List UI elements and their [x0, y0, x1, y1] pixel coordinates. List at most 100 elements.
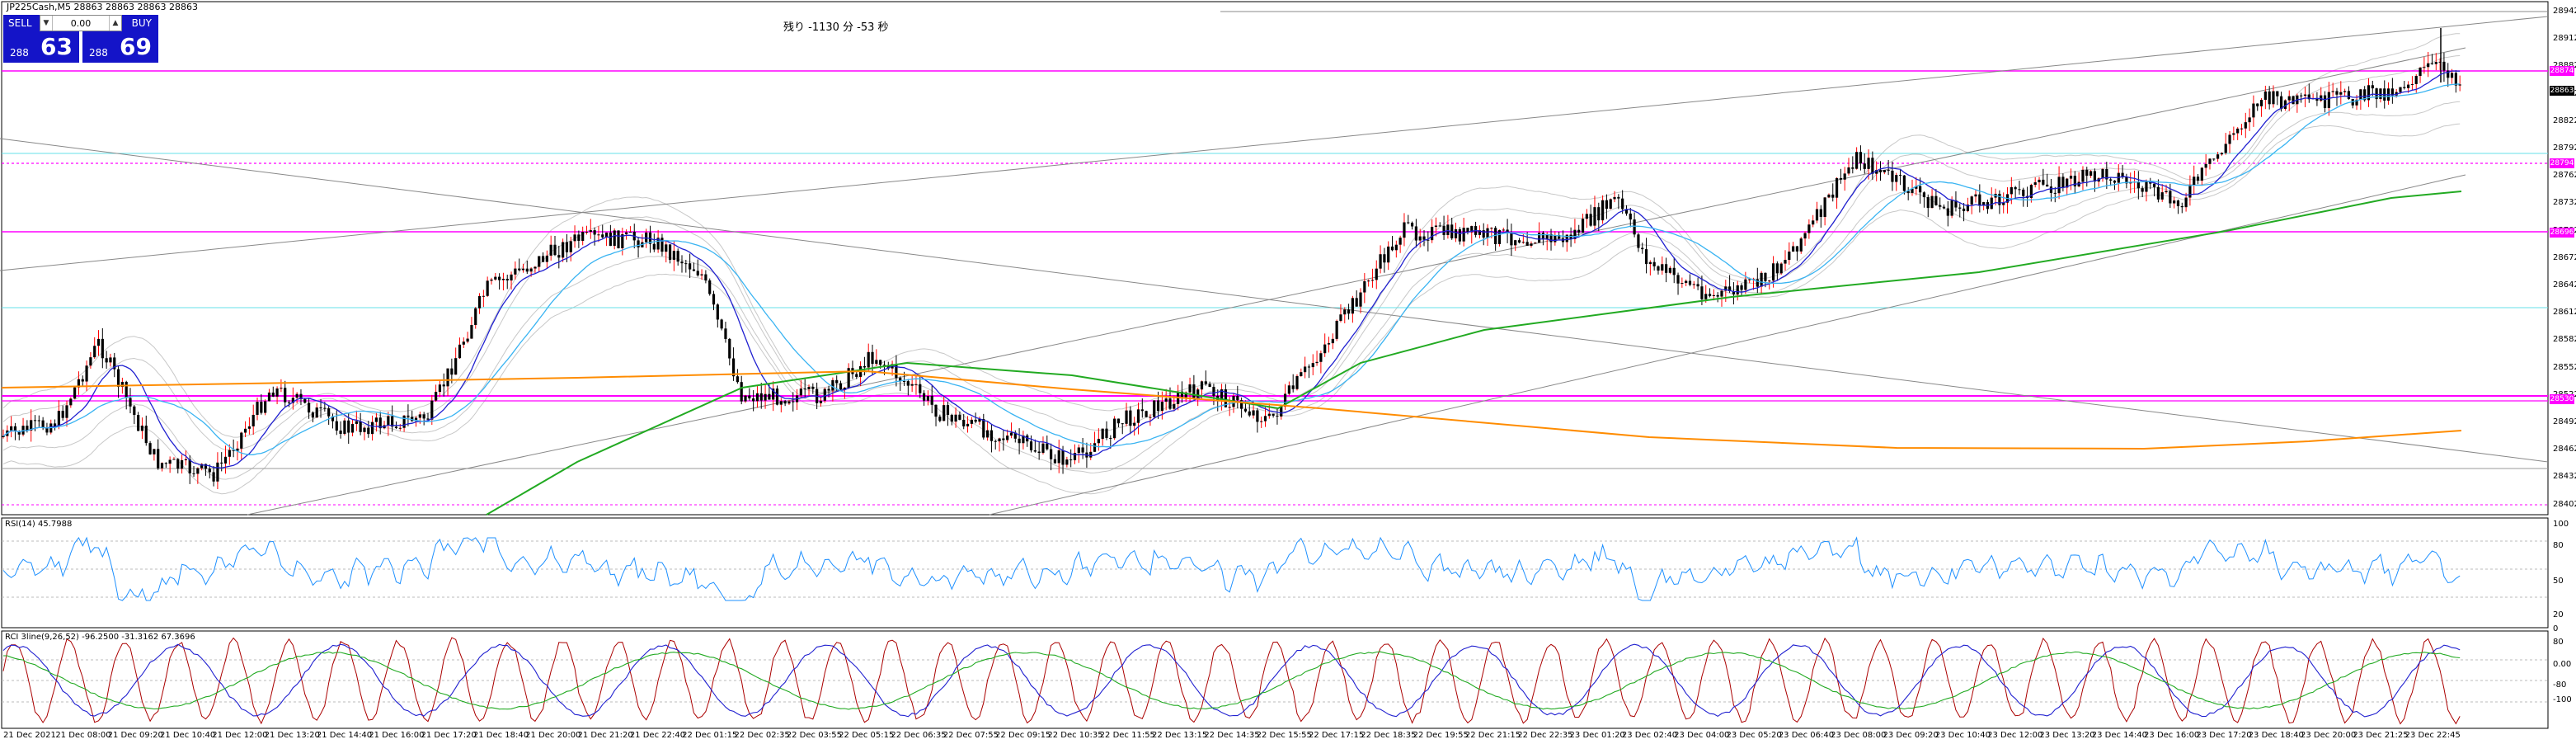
candle-body	[1525, 242, 1529, 246]
time-tick: 21 Dec 08:00	[55, 731, 111, 740]
candle-body	[899, 378, 902, 381]
candle-body	[1681, 283, 1684, 285]
candle-body	[962, 419, 966, 426]
candle-body	[374, 417, 378, 422]
candle-body	[689, 263, 692, 270]
time-tick: 23 Dec 14:40	[2091, 731, 2147, 740]
candle-body	[109, 357, 112, 363]
candle-body	[1105, 428, 1108, 438]
candle-body	[2216, 154, 2220, 159]
candle-body	[133, 406, 136, 416]
candle-body	[879, 360, 882, 365]
candle-body	[1700, 286, 1704, 299]
candle-body	[61, 411, 64, 418]
candle-body	[660, 238, 664, 252]
candle-body	[867, 351, 870, 368]
candle-body	[299, 393, 303, 399]
lot-decrease-icon[interactable]: ▼	[40, 16, 53, 31]
candle-body	[2152, 183, 2156, 187]
candle-body	[1549, 233, 1553, 243]
candle-body	[525, 268, 529, 272]
candle-body	[394, 426, 398, 428]
candle-body	[2371, 85, 2374, 89]
candle-body	[160, 463, 164, 469]
rci-mid-line	[2, 643, 2461, 718]
candle-body	[1609, 199, 1612, 210]
candle-body	[85, 365, 88, 382]
candle-body	[2057, 177, 2061, 194]
candle-body	[2141, 188, 2144, 192]
candle-body	[926, 396, 930, 401]
lot-increase-icon[interactable]: ▲	[109, 16, 121, 31]
rci-indicator	[2, 637, 2461, 725]
candle-body	[2335, 91, 2339, 95]
candle-body	[1140, 409, 1144, 412]
candle-body	[430, 400, 434, 420]
candle-body	[256, 402, 259, 415]
candle-body	[1454, 228, 1458, 238]
candle-body	[799, 388, 802, 396]
line-price-tag: 28696	[2550, 228, 2574, 238]
candle-body	[1521, 242, 1525, 243]
candle-body	[2379, 88, 2382, 100]
candle-body	[1708, 294, 1712, 296]
candle-body	[1029, 441, 1033, 450]
candle-body	[319, 407, 322, 409]
candle-body	[1220, 389, 1224, 401]
candle-body	[339, 431, 342, 434]
candle-body	[1398, 238, 1402, 245]
candle-body	[2113, 180, 2117, 183]
candle-body	[1224, 389, 1227, 407]
candle-body	[1304, 366, 1307, 373]
candle-body	[53, 423, 57, 426]
time-tick: 23 Dec 21:25	[2353, 731, 2409, 740]
candle-body	[1097, 439, 1100, 444]
candle-body	[1510, 232, 1513, 246]
candle-body	[1196, 389, 1200, 399]
lot-size-input[interactable]: ▼ 0.00 ▲	[40, 15, 122, 31]
candle-body	[1577, 229, 1581, 233]
mid-moving-average	[2, 83, 2461, 455]
candle-body	[978, 419, 981, 422]
candle-body	[787, 401, 791, 404]
candle-body	[1771, 263, 1775, 281]
candle-body	[1486, 228, 1489, 238]
candle-body	[1704, 294, 1708, 299]
candle-body	[1855, 152, 1859, 169]
candle-body	[442, 384, 445, 387]
candle-body	[1006, 436, 1009, 440]
candle-body	[573, 234, 576, 242]
candle-body	[2160, 192, 2164, 200]
time-tick: 22 Dec 11:55	[1099, 731, 1155, 740]
candle-body	[1922, 192, 1926, 198]
rci-tick: -100	[2553, 695, 2572, 704]
trend-line	[0, 16, 2549, 271]
candle-body	[886, 365, 890, 369]
candle-body	[2073, 176, 2076, 186]
time-tick: 23 Dec 04:00	[1674, 731, 1730, 740]
candle-body	[1819, 209, 1822, 218]
candle-body	[1272, 413, 1275, 416]
candle-body	[57, 411, 60, 426]
candle-body	[1061, 450, 1065, 465]
time-tick: 22 Dec 07:55	[942, 731, 999, 740]
buy-button[interactable]: BUY 288 69	[82, 15, 158, 63]
candle-body	[355, 421, 358, 424]
one-click-trading-panel: SELL 288 63 BUY 288 69 ▼ 0.00 ▲	[3, 15, 158, 63]
candle-body	[625, 232, 628, 234]
candle-body	[2224, 144, 2227, 153]
candle-body	[2188, 185, 2192, 198]
candle-body	[1530, 243, 1533, 246]
time-tick: 23 Dec 18:40	[2248, 731, 2304, 740]
candle-body	[1351, 298, 1354, 314]
candle-body	[96, 338, 101, 346]
bollinger-band-line	[2, 33, 2461, 438]
lot-value[interactable]: 0.00	[70, 17, 92, 29]
candle-body	[129, 398, 132, 407]
candle-body	[1280, 407, 1283, 417]
candle-body	[264, 401, 267, 413]
candle-body	[731, 358, 736, 377]
candle-body	[1807, 224, 1811, 233]
